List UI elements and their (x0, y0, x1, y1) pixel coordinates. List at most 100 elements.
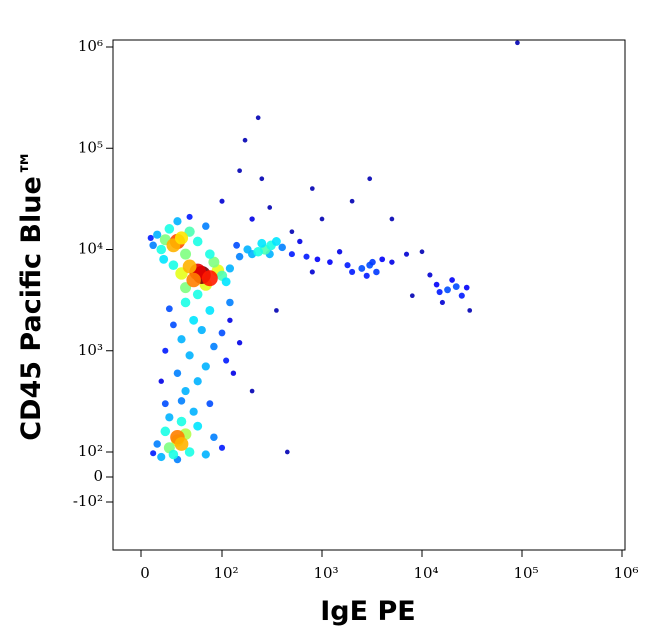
x-tick-label: 10⁶ (613, 564, 638, 582)
point (189, 407, 198, 416)
point (409, 293, 415, 299)
point (344, 262, 351, 269)
point (237, 168, 242, 174)
point (205, 306, 215, 315)
plot-frame (112, 39, 626, 551)
point (192, 289, 203, 300)
point (242, 137, 248, 143)
point (153, 440, 161, 448)
point (452, 283, 460, 291)
point (257, 238, 267, 248)
point (433, 281, 440, 288)
point (309, 269, 315, 275)
point (149, 241, 157, 250)
x-tick-label: 10⁵ (513, 564, 538, 582)
point (201, 362, 210, 371)
y-tick-label: 10⁴ (78, 240, 103, 258)
point (174, 231, 189, 245)
point (463, 284, 470, 291)
point (274, 308, 279, 313)
point (289, 229, 295, 235)
y-tick-label: 10⁶ (78, 37, 103, 55)
point (259, 176, 265, 182)
point (180, 297, 191, 308)
point (186, 272, 201, 288)
point (369, 258, 376, 266)
y-tick-label: 0 (93, 467, 103, 485)
point (327, 259, 333, 265)
point (180, 282, 192, 294)
point (278, 243, 286, 252)
point (184, 226, 195, 237)
point (165, 305, 173, 313)
point (309, 186, 315, 191)
point (161, 400, 169, 408)
point (233, 241, 241, 249)
point (439, 299, 445, 306)
point (210, 342, 218, 351)
point (177, 335, 186, 344)
point (436, 288, 443, 296)
points (147, 40, 520, 464)
point (218, 329, 226, 337)
point (158, 378, 164, 384)
point (185, 351, 194, 360)
point (184, 447, 195, 457)
y-axis-label: CD45 Pacific Blue™ (16, 149, 47, 441)
point (173, 217, 182, 226)
point (168, 260, 179, 270)
point (319, 216, 325, 222)
point (173, 369, 182, 377)
point (193, 421, 203, 431)
point (218, 444, 226, 451)
point (170, 321, 177, 329)
point (180, 248, 192, 260)
point (367, 176, 373, 182)
point (221, 277, 231, 287)
point (236, 340, 243, 346)
point (230, 370, 237, 376)
point (223, 357, 230, 364)
point (249, 216, 255, 222)
x-tick-label: 10⁴ (413, 564, 438, 582)
point (303, 253, 310, 260)
point (210, 433, 218, 441)
point (186, 213, 193, 220)
x-tick-label: 0 (140, 564, 150, 582)
point (358, 265, 366, 272)
point (205, 249, 215, 259)
point (202, 222, 210, 230)
point (389, 216, 395, 222)
point (208, 256, 220, 268)
y-tick-label: -10² (73, 492, 103, 510)
point (182, 259, 197, 274)
point (201, 270, 218, 287)
point (373, 268, 380, 276)
point (174, 437, 189, 451)
point (336, 249, 343, 255)
point (201, 450, 210, 459)
point (249, 388, 255, 394)
y-tick-label: 10² (78, 442, 103, 460)
point (165, 413, 174, 422)
point (197, 325, 206, 335)
point (176, 416, 187, 427)
x-axis-label: IgE PE (320, 596, 415, 627)
point (162, 347, 169, 354)
point (458, 292, 465, 299)
point (297, 238, 303, 245)
y-tick-label: 10⁵ (78, 138, 103, 156)
point (288, 251, 295, 258)
point (193, 377, 202, 386)
point (156, 244, 167, 255)
point (363, 272, 370, 279)
point (159, 254, 169, 264)
point (271, 237, 281, 246)
point (253, 246, 263, 257)
point (168, 449, 179, 460)
point (177, 397, 186, 405)
point (189, 315, 199, 325)
point (389, 259, 395, 265)
point (467, 308, 473, 313)
